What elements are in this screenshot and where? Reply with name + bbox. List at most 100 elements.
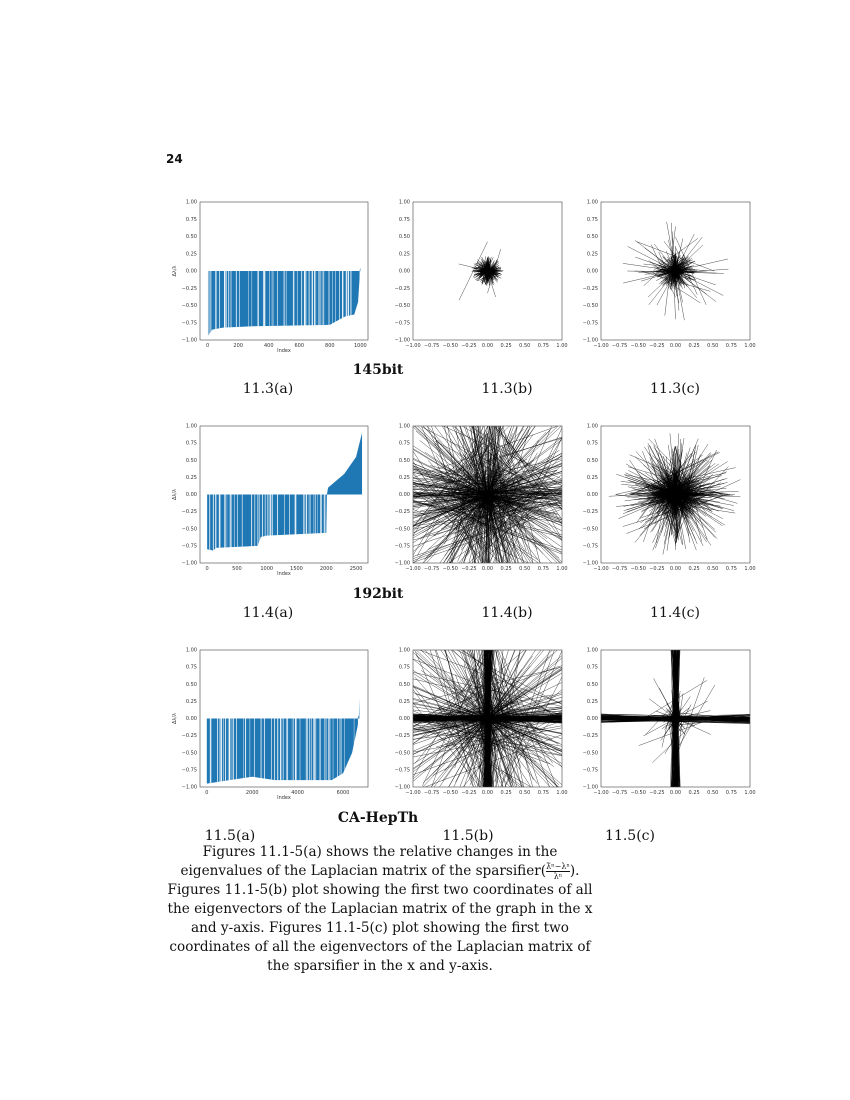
y-tick-label: 1.00 xyxy=(186,424,197,430)
eigenvector-line xyxy=(675,494,723,526)
eigenvector-line xyxy=(640,270,676,282)
eigenvector-line xyxy=(434,437,488,552)
eigenvector-line xyxy=(488,426,524,563)
x-tick-label: −0.50 xyxy=(631,343,646,349)
y-tick-label: 0.25 xyxy=(399,699,410,705)
eigenvector-line xyxy=(655,270,696,281)
eigenvector-line xyxy=(497,426,562,540)
panel-label: 11.3(a) xyxy=(242,381,294,397)
eigenvector-line xyxy=(426,494,488,563)
row-title: 145bit xyxy=(352,362,404,378)
caption-text: ). Figures 11.1-5(b) plot showing the fi… xyxy=(167,863,593,974)
y-tick-label: −1.00 xyxy=(395,785,410,791)
eigenvector-line xyxy=(675,238,684,272)
eigenvector-line xyxy=(452,426,546,495)
y-tick-label: 0.75 xyxy=(186,217,197,223)
fraction-denominator: λⁿ xyxy=(553,872,563,881)
x-tick-label: 1000 xyxy=(354,343,367,349)
eigenvector-line xyxy=(663,241,688,272)
plot-11.4(a): 0 500 1000 1500 2000 2500 Index Δλ/λ −1.00 −0.75 −… xyxy=(172,424,369,577)
eigenvector-line xyxy=(413,437,562,483)
eigenvector-line xyxy=(421,426,554,495)
y-tick-label: 0.25 xyxy=(587,475,598,481)
eigenvector-line xyxy=(654,451,697,495)
y-tick-label: −0.50 xyxy=(395,303,410,309)
plot-11.4(c): −1.00 −0.75 −0.50 −0.25 0.00 0.25 0.50 0.75 1.00… xyxy=(583,424,756,573)
y-tick-label: −0.25 xyxy=(583,733,598,739)
eigenvector-line xyxy=(675,443,709,495)
fraction: λ̃ⁿ−λⁿ λⁿ xyxy=(546,862,570,881)
eigenvector-line xyxy=(663,494,676,545)
eigenvector-line xyxy=(432,494,488,537)
eigenvector-line xyxy=(487,494,513,563)
y-tick-label: 0.00 xyxy=(186,716,197,722)
eigenvector-line xyxy=(413,470,488,496)
eigenvector-line xyxy=(457,682,488,719)
eigenvector-line xyxy=(675,466,729,523)
eigenvector-line xyxy=(646,494,676,517)
y-tick-label: 1.00 xyxy=(186,648,197,654)
eigenvector-line xyxy=(413,426,559,478)
x-tick-label: 0 xyxy=(205,790,208,796)
eigenvector-line xyxy=(675,494,715,530)
eigenvector-line xyxy=(413,494,488,527)
x-tick-label: 0.75 xyxy=(726,343,737,349)
eigenvector-line xyxy=(608,492,676,497)
eigenvector-line xyxy=(651,244,676,298)
x-tick-label: 500 xyxy=(232,566,242,572)
y-tick-label: −0.75 xyxy=(583,320,598,326)
x-tick-label: 2000 xyxy=(246,790,259,796)
y-tick-label: −1.00 xyxy=(182,561,197,567)
x-tick-label: 0.50 xyxy=(707,343,718,349)
y-tick-label: −0.50 xyxy=(583,303,598,309)
eigenvector-line xyxy=(487,491,562,497)
axes-frame xyxy=(199,649,369,788)
x-tick-label: 0.25 xyxy=(689,343,700,349)
plot-11.3(b): −1.00 −0.75 −0.50 −0.25 0.00 0.25 0.50 0.75 1.00… xyxy=(395,200,568,350)
plot-11.5(c): −1.00 −0.75 −0.50 −0.25 0.00 0.25 0.50 0.75 1.00… xyxy=(583,648,756,797)
y-tick-label: −1.00 xyxy=(395,338,410,344)
eigenvector-line xyxy=(636,483,715,495)
y-tick-label: −0.25 xyxy=(583,286,598,292)
x-axis-label: Index xyxy=(277,795,291,801)
eigenvector-line xyxy=(487,461,511,495)
eigenvector-line xyxy=(447,451,488,538)
axes-frame xyxy=(199,425,369,564)
eigenvector-line xyxy=(487,493,562,509)
eigenvector-line xyxy=(428,494,501,563)
eigenvector-line xyxy=(651,494,676,532)
x-tick-label: 0.75 xyxy=(538,566,549,572)
eigenvector-line xyxy=(427,494,548,550)
y-tick-label: 0.50 xyxy=(186,458,197,464)
panel-label: 11.5(a) xyxy=(204,828,256,844)
y-tick-label: 0.75 xyxy=(587,441,598,447)
eigenvector-line xyxy=(413,494,488,523)
y-tick-label: 0.00 xyxy=(186,269,197,275)
eigenvector-line xyxy=(675,465,710,495)
plot-11.3(c): −1.00 −0.75 −0.50 −0.25 0.00 0.25 0.50 0.75 1.00… xyxy=(583,200,756,350)
y-tick-label: 0.75 xyxy=(399,441,410,447)
x-tick-label: 0.25 xyxy=(501,343,512,349)
x-tick-label: −0.25 xyxy=(461,790,476,796)
eigenvector-line xyxy=(487,718,512,787)
x-tick-label: −0.75 xyxy=(424,343,439,349)
plot-11.5(b): −1.00 −0.75 −0.50 −0.25 0.00 0.25 0.50 0.75 1.00… xyxy=(395,648,568,797)
y-tick-label: −0.75 xyxy=(182,767,197,773)
eigenvector-line xyxy=(630,492,676,497)
bar-area xyxy=(207,267,361,337)
x-tick-label: −1.00 xyxy=(593,566,608,572)
eigenvector-line xyxy=(413,509,529,563)
y-tick-label: 0.50 xyxy=(587,682,598,688)
eigenvector-line xyxy=(415,655,488,719)
y-tick-label: −0.25 xyxy=(182,286,197,292)
x-tick-label: −0.75 xyxy=(612,343,627,349)
eigenvector-line xyxy=(435,441,540,495)
x-tick-label: 4000 xyxy=(291,790,304,796)
x-tick-label: −0.75 xyxy=(424,790,439,796)
eigenvector-line xyxy=(674,718,677,787)
panel-label: 11.3(b) xyxy=(481,381,533,397)
bar-area xyxy=(207,432,363,551)
axes-frame xyxy=(600,649,751,788)
eigenvector-line xyxy=(675,247,698,295)
eigenvector-line xyxy=(658,252,676,290)
